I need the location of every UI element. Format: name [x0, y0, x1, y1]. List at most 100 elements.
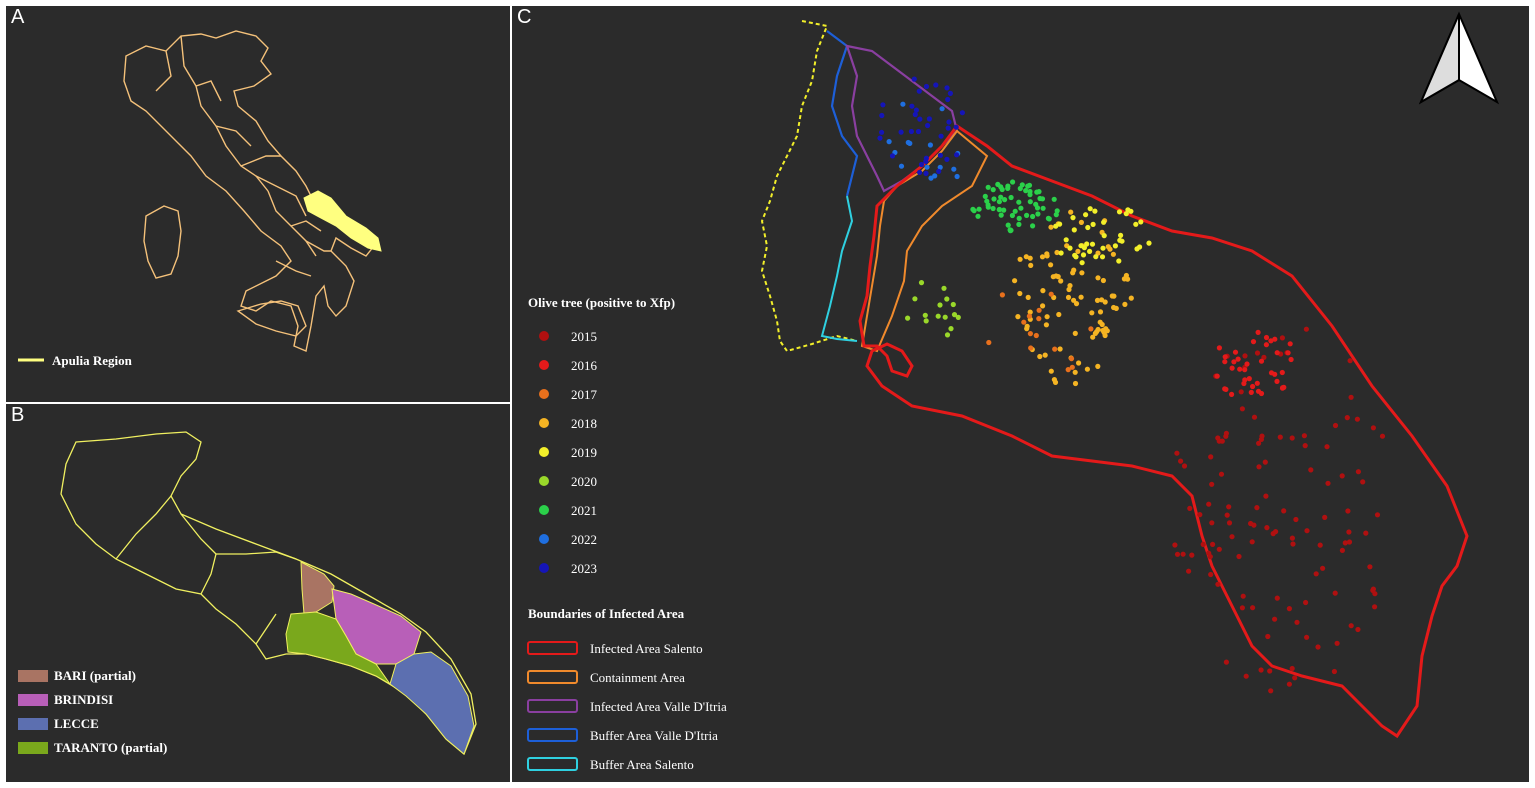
olive-tree-point: [1079, 260, 1085, 266]
year-legend-dot-2017: [539, 389, 549, 399]
olive-tree-point: [998, 184, 1004, 190]
olive-tree-point: [1052, 346, 1058, 352]
olive-tree-point: [1207, 554, 1213, 560]
olive-tree-point: [1027, 309, 1033, 315]
olive-tree-point: [1067, 283, 1073, 289]
olive-tree-point: [1289, 435, 1295, 441]
olive-tree-point: [1197, 512, 1203, 518]
olive-tree-point: [1268, 370, 1275, 376]
olive-tree-point: [1178, 458, 1184, 464]
olive-tree-point: [959, 110, 965, 116]
olive-tree-point: [1054, 249, 1060, 256]
olive-tree-point: [1116, 209, 1123, 215]
olive-tree-point: [1017, 185, 1023, 192]
olive-tree-point: [900, 101, 906, 107]
olive-tree-point: [1180, 551, 1186, 557]
olive-tree-point: [1016, 215, 1022, 221]
olive-tree-point: [1048, 291, 1054, 297]
olive-tree-point: [1027, 199, 1033, 205]
olive-tree-point: [1092, 330, 1098, 336]
olive-tree-point: [1087, 206, 1093, 212]
olive-tree-point: [1210, 541, 1216, 548]
year-legend-dot-2022: [539, 534, 549, 544]
olive-tree-point: [1052, 379, 1059, 385]
olive-tree-point: [1101, 219, 1107, 225]
province-lecce: [389, 651, 475, 755]
year-legend-label-2017: 2017: [571, 387, 598, 402]
panel-a-letter: A: [11, 6, 25, 28]
olive-tree-point: [937, 152, 943, 158]
olive-tree-point: [1215, 581, 1221, 587]
boundary-legend-swatch: [527, 641, 578, 655]
olive-tree-point: [1240, 593, 1246, 599]
olive-tree-point: [923, 170, 929, 176]
olive-tree-point: [1304, 528, 1310, 534]
olive-tree-point: [1256, 440, 1262, 446]
apulia-outline: [60, 431, 477, 756]
legend-label-taranto: TARANTO (partial): [54, 740, 167, 755]
olive-tree-point: [1244, 361, 1250, 367]
olive-tree-point: [1263, 342, 1269, 348]
year-legend-dot-2020: [539, 476, 549, 486]
olive-tree-point: [1242, 353, 1248, 359]
olive-tree-point: [944, 332, 951, 338]
olive-tree-point: [927, 142, 933, 148]
year-legend-dot-2015: [539, 331, 549, 341]
olive-tree-point: [889, 153, 896, 159]
olive-tree-point: [1090, 334, 1096, 340]
olive-tree-point: [1099, 254, 1106, 260]
olive-tree-point: [1289, 665, 1295, 672]
boundary-legend-swatch: [527, 757, 578, 771]
olive-tree-point: [1370, 586, 1376, 592]
olive-tree-point: [1231, 359, 1237, 365]
olive-tree-point: [1268, 688, 1274, 694]
olive-tree-point: [1037, 195, 1043, 202]
olive-tree-point: [1237, 366, 1243, 372]
olive-tree-point: [1258, 667, 1264, 673]
olive-tree-point: [1355, 626, 1361, 633]
olive-tree-point: [1206, 501, 1212, 507]
olive-tree-point: [1009, 212, 1015, 219]
olive-tree-point: [1224, 512, 1230, 518]
olive-tree-point: [1200, 541, 1206, 548]
olive-tree-point: [1339, 547, 1345, 554]
olive-tree-point: [1250, 605, 1256, 611]
olive-tree-point: [1243, 673, 1249, 679]
olive-tree-point: [1122, 301, 1128, 307]
olive-tree-point: [1249, 539, 1255, 545]
olive-tree-point: [1133, 221, 1139, 227]
olive-tree-point: [1095, 275, 1101, 281]
year-legend-dot-2018: [539, 418, 549, 428]
olive-tree-point: [939, 106, 945, 112]
olive-tree-point: [1242, 367, 1248, 373]
olive-tree-point: [1286, 681, 1292, 687]
olive-tree-point: [947, 90, 953, 96]
olive-tree-point: [1017, 290, 1023, 297]
olive-tree-point: [932, 173, 938, 179]
olive-tree-point: [1099, 297, 1105, 303]
olive-tree-point: [1315, 644, 1321, 650]
legend-swatch-brindisi: [18, 694, 48, 706]
olive-tree-point: [1021, 319, 1027, 325]
olive-tree-points: [877, 76, 1386, 694]
olive-tree-point: [1056, 311, 1062, 318]
olive-tree-point: [1248, 389, 1254, 395]
olive-tree-point: [926, 116, 932, 122]
year-legend-dot-2019: [539, 447, 549, 457]
legend-swatch-taranto: [18, 742, 48, 754]
olive-tree-point: [1071, 227, 1077, 233]
olive-tree-point: [1042, 352, 1048, 358]
olive-tree-point: [1272, 616, 1278, 622]
olive-tree-point: [1094, 297, 1101, 303]
olive-tree-point: [905, 315, 911, 321]
olive-tree-point: [912, 111, 918, 118]
boundary-legend-swatch: [527, 699, 578, 713]
olive-tree-point: [915, 128, 922, 135]
olive-tree-point: [1259, 433, 1265, 439]
olive-tree-point: [1279, 335, 1285, 341]
olive-tree-point: [1355, 469, 1361, 475]
panel-c-infected-area-map: C Olive tree (positive to Xfp) 2015 2016 2…: [512, 6, 1529, 782]
olive-tree-point: [1113, 305, 1119, 311]
olive-tree-point: [1187, 505, 1193, 511]
olive-tree-point: [911, 76, 917, 82]
